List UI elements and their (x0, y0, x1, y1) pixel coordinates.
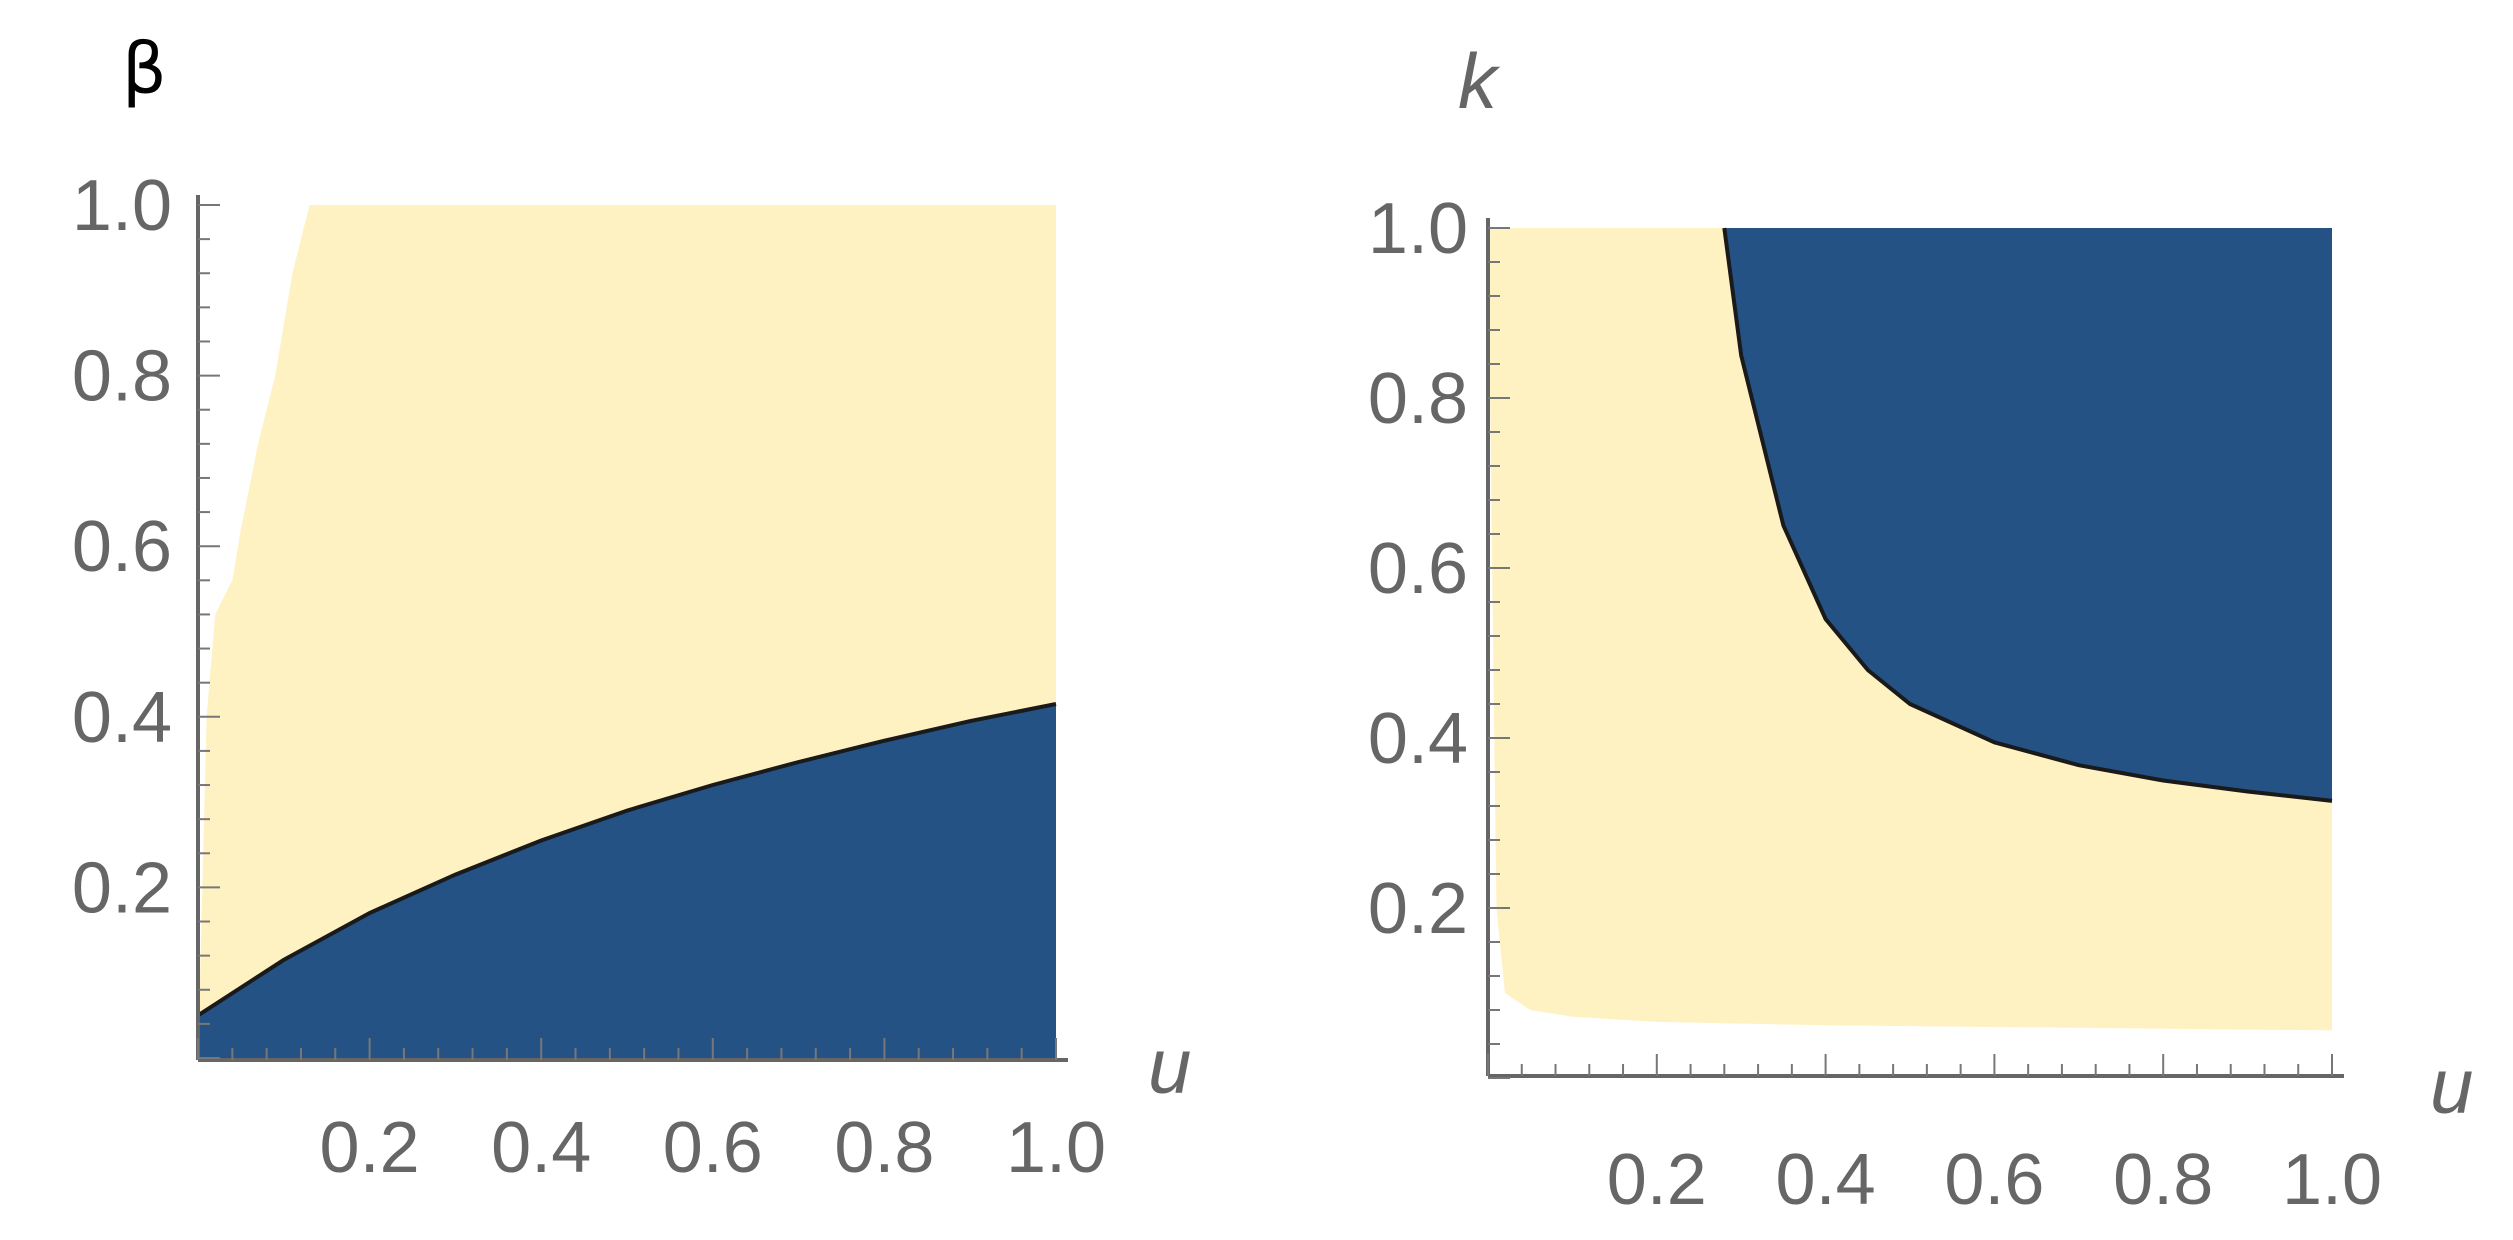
right-y-tick-label: 0.8 (1368, 359, 1468, 439)
right-x-tick-label: 0.4 (1776, 1140, 1876, 1220)
left-y-tick-label: 0.4 (72, 678, 172, 758)
left-x-tick-label: 0.2 (320, 1108, 420, 1188)
right-y-tick-label: 0.6 (1368, 529, 1468, 609)
right-boundary-curve (1722, 227, 2333, 803)
left-y-tick-label: 0.6 (72, 507, 172, 587)
left-y-tick-label: 0.2 (72, 848, 172, 928)
left-dark-region (198, 704, 1056, 1058)
right-x-tick-label: 0.6 (1944, 1140, 2044, 1220)
right-x-tick-label: 1.0 (2282, 1140, 2382, 1220)
left-x-tick-label: 1.0 (1006, 1108, 1106, 1188)
left-y-axis-label: β (122, 28, 167, 110)
right-chart: 0.2 0.4 0.6 0.8 1.0 0.2 0.4 0.6 0.8 1.0 k u (1368, 37, 2473, 1220)
right-y-tick-label: 0.2 (1368, 869, 1468, 949)
right-x-tick-label: 0.2 (1607, 1140, 1707, 1220)
right-x-tick-label: 0.8 (2113, 1140, 2213, 1220)
right-axes: 0.2 0.4 0.6 0.8 1.0 0.2 0.4 0.6 0.8 1.0 (1368, 189, 2382, 1220)
left-y-tick-label: 1.0 (72, 166, 172, 246)
right-x-axis-label: u (2430, 1042, 2473, 1130)
right-dark-region (1724, 228, 2332, 801)
left-axes: 0.2 0.4 0.6 0.8 1.0 0.2 0.4 0.6 0.8 1.0 (72, 166, 1106, 1188)
left-boundary-curve (196, 702, 1057, 1018)
right-y-axis-label: k (1458, 37, 1501, 125)
right-y-tick-label: 1.0 (1368, 189, 1468, 269)
right-y-tick-label: 0.4 (1368, 699, 1468, 779)
left-chart: 0.2 0.4 0.6 0.8 1.0 0.2 0.4 0.6 0.8 1.0 β u (72, 28, 1191, 1188)
left-x-tick-label: 0.4 (491, 1108, 591, 1188)
left-x-tick-label: 0.8 (834, 1108, 934, 1188)
left-x-tick-label: 0.6 (663, 1108, 763, 1188)
left-y-tick-label: 0.8 (72, 337, 172, 417)
left-x-axis-label: u (1148, 1022, 1191, 1110)
